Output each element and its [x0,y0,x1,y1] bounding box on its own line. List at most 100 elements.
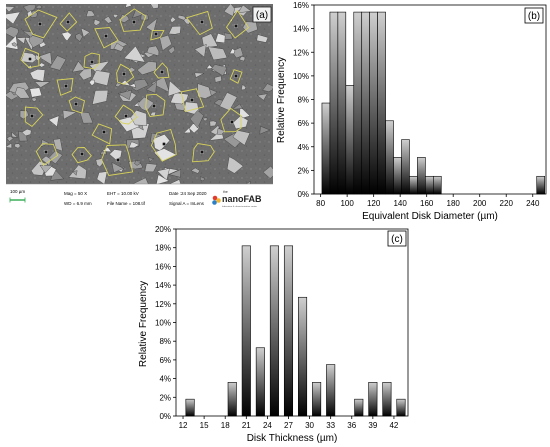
particle-marker-16 [102,130,106,134]
sem-flake [183,17,192,25]
x-tick-label-b-6: 200 [473,199,487,208]
y-ticks-b: 0% 2% 4% 6% 8% 10% 12% 14% 16% [293,1,314,199]
sem-flake [256,93,268,101]
y-tick-label-b-8: 16% [293,1,309,10]
particle-outline-18 [71,147,92,164]
sem-flake [19,110,29,120]
sem-flake [144,163,158,173]
sem-flake [128,141,140,149]
sem-flake [219,92,238,111]
sem-flake [156,168,170,181]
sem-flake [214,75,222,83]
particle-marker-8 [90,60,94,64]
sem-eht: EHT = 10.00 kV [107,191,139,196]
particle-outline-14 [114,104,138,125]
particle-marker-24 [190,98,194,102]
sem-flake [39,164,53,174]
x-tick-label-b-8: 240 [526,199,540,208]
sem-flake [238,55,246,62]
y-tick-label-b-7: 14% [293,25,309,34]
bar-c-6 [298,296,308,417]
sem-flake [31,97,38,102]
particle-marker-22 [200,150,204,154]
particle-outline-2 [94,27,119,49]
particle-marker-12 [74,102,78,106]
bar-c-8 [326,364,336,417]
sem-flake [48,115,60,128]
sem-flake [92,89,109,105]
particle-marker-4 [154,32,158,36]
particle-outline-15 [145,93,166,117]
sem-flake [125,4,132,8]
sem-flake [168,25,182,35]
particle-marker-15 [152,104,156,108]
sem-flake [209,120,217,127]
sem-flake [75,32,83,42]
bar-c-3 [255,347,265,417]
panel-c-tag: (c) [391,234,403,245]
particle-marker-20 [116,158,120,162]
y-tick-label-c-4: 8% [159,337,171,346]
particle-marker-23 [64,84,68,88]
y-tick-label-b-2: 4% [297,143,309,152]
sem-flake [241,84,247,91]
sem-date: Date :24 Sep 2020 [169,191,207,196]
sem-flake [115,82,122,88]
x-tick-label-b-4: 160 [420,199,434,208]
logo-subtitle: fabrication & characterization centre [222,205,258,208]
sem-flake [150,4,159,9]
particle-outline-3 [119,8,147,32]
sem-flake [190,167,201,174]
bar-b-2 [337,11,347,195]
sem-flake [194,43,207,58]
y-tick-label-c-10: 20% [155,225,171,234]
sem-flake [199,176,206,182]
sem-flake [128,83,137,88]
y-tick-label-b-5: 10% [293,72,309,81]
y-tick-label-b-4: 8% [297,96,309,105]
y-tick-label-c-0: 0% [159,412,171,421]
sem-flake [262,165,273,179]
sem-flake [216,128,226,135]
particle-marker-10 [160,70,164,74]
sem-flake [183,127,191,134]
sem-flake [29,87,43,98]
bar-c-1 [227,382,237,417]
x-tick-label-c-4: 24 [263,421,272,430]
x-tick-label-c-2: 18 [221,421,230,430]
sem-flake [40,139,50,148]
sem-flake [37,52,53,66]
bar-b-11 [409,175,418,195]
x-axis-label-b: Equivalent Disk Diameter (µm) [362,211,498,222]
sem-flake [159,34,172,51]
particle-outline-0 [24,9,58,39]
sem-flake [103,16,113,24]
sem-flakes [6,4,273,191]
sem-flake [229,48,236,54]
x-ticks-c: 12 15 18 21 24 27 30 33 36 39 42 [179,416,399,430]
histogram-disk-thickness: 12 15 18 21 24 27 30 33 36 39 42 0% 2% 4% 6% 8% 10% 12% 1… [138,225,409,444]
sem-flake [226,156,244,174]
sem-flake [146,45,160,57]
sem-signal: Signal A = InLens [169,201,205,206]
y-tick-label-b-0: 0% [297,190,309,199]
sem-scalebar-label: 100 µm [10,189,25,194]
y-tick-label-b-6: 12% [293,48,309,57]
sem-flake [89,79,95,86]
y-tick-label-c-7: 14% [155,281,171,290]
sem-flake [136,61,157,76]
particle-marker-1 [66,20,70,24]
sem-flake [109,149,123,160]
particle-outline-8 [83,52,100,70]
x-tick-label-c-8: 36 [347,421,356,430]
sem-flake [15,37,26,45]
sem-flake [11,42,18,47]
bar-b-5 [361,11,370,195]
particle-outline-6 [225,9,250,39]
sem-flake [90,70,111,86]
x-tick-label-b-3: 140 [393,199,407,208]
particle-marker-18 [80,152,84,156]
bar-c-2 [241,245,251,417]
nanofab-logo: the nanoFAB fabrication & characterizati… [212,190,262,208]
sem-flake [6,6,16,13]
